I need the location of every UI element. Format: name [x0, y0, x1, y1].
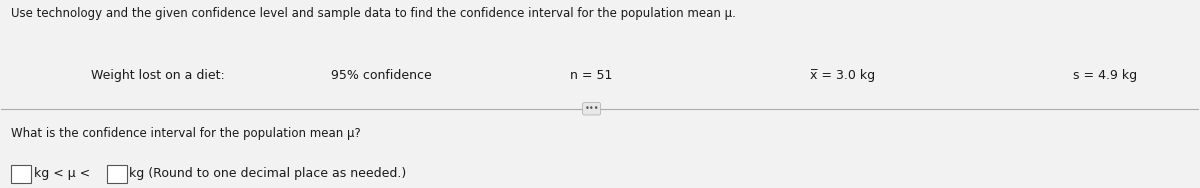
Text: x̅ = 3.0 kg: x̅ = 3.0 kg [810, 69, 875, 82]
FancyBboxPatch shape [11, 165, 31, 183]
Text: Weight lost on a diet:: Weight lost on a diet: [91, 69, 224, 82]
Text: s = 4.9 kg: s = 4.9 kg [1073, 69, 1138, 82]
Text: •••: ••• [584, 104, 599, 113]
Text: kg < μ <: kg < μ < [34, 167, 90, 180]
Text: Use technology and the given confidence level and sample data to find the confid: Use technology and the given confidence … [11, 7, 736, 20]
Text: 95% confidence: 95% confidence [331, 69, 431, 82]
Text: n = 51: n = 51 [570, 69, 612, 82]
Text: kg (Round to one decimal place as needed.): kg (Round to one decimal place as needed… [130, 167, 407, 180]
Text: What is the confidence interval for the population mean μ?: What is the confidence interval for the … [11, 127, 361, 140]
FancyBboxPatch shape [107, 165, 127, 183]
